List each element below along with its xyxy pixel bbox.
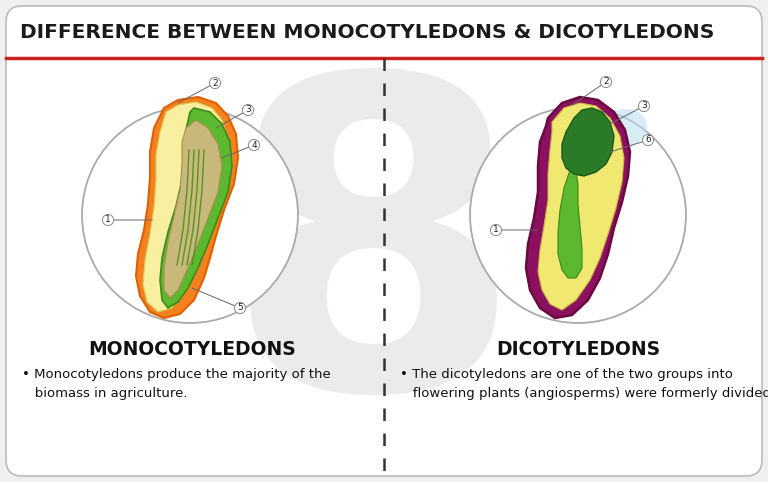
Text: 1: 1 (105, 215, 152, 225)
Polygon shape (558, 170, 582, 278)
Text: 2: 2 (572, 78, 609, 105)
Circle shape (82, 107, 298, 323)
Polygon shape (562, 108, 614, 176)
Polygon shape (164, 120, 222, 298)
Text: 2: 2 (178, 79, 218, 103)
Polygon shape (136, 97, 238, 318)
Text: 5: 5 (192, 288, 243, 312)
FancyBboxPatch shape (6, 6, 762, 476)
Polygon shape (160, 108, 232, 308)
Text: 3: 3 (216, 106, 251, 128)
Ellipse shape (593, 109, 647, 151)
Text: 8: 8 (224, 61, 524, 479)
Polygon shape (538, 103, 624, 310)
Polygon shape (143, 102, 230, 312)
Polygon shape (526, 97, 630, 318)
Text: DICOTYLEDONS: DICOTYLEDONS (496, 340, 660, 359)
Text: 3: 3 (610, 102, 647, 124)
Text: • Monocotyledons produce the majority of the
   biomass in agriculture.: • Monocotyledons produce the majority of… (22, 368, 331, 400)
Text: 6: 6 (610, 135, 650, 152)
Text: DIFFERENCE BETWEEN MONOCOTYLEDONS & DICOTYLEDONS: DIFFERENCE BETWEEN MONOCOTYLEDONS & DICO… (20, 24, 714, 42)
Text: • The dicotyledons are one of the two groups into
   flowering plants (angiosper: • The dicotyledons are one of the two gr… (400, 368, 768, 400)
Text: 1: 1 (493, 226, 538, 235)
Circle shape (470, 107, 686, 323)
Text: MONOCOTYLEDONS: MONOCOTYLEDONS (88, 340, 296, 359)
Text: 4: 4 (222, 140, 257, 158)
